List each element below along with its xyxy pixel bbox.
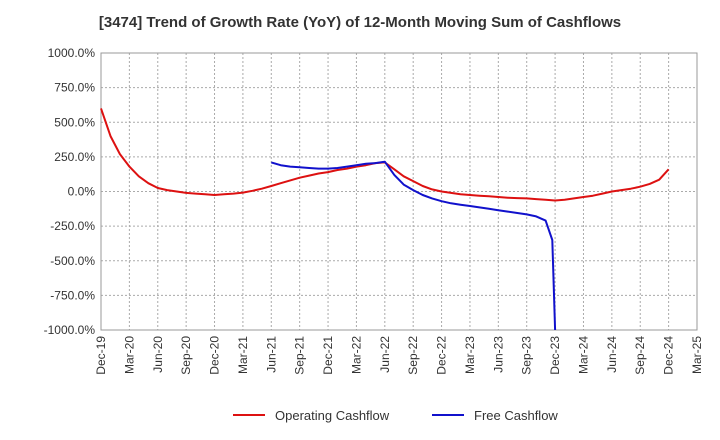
x-tick-label: Sep-21 bbox=[293, 336, 307, 375]
x-tick-label: Dec-24 bbox=[662, 336, 676, 375]
x-tick-label: Dec-23 bbox=[548, 336, 562, 375]
x-tick-label: Mar-20 bbox=[122, 336, 136, 374]
legend-label-free-cashflow: Free Cashflow bbox=[474, 408, 558, 423]
x-tick-label: Dec-20 bbox=[208, 336, 222, 375]
legend-label-operating-cashflow: Operating Cashflow bbox=[275, 408, 390, 423]
x-tick-label: Jun-23 bbox=[491, 336, 505, 373]
x-tick-label: Jun-21 bbox=[264, 336, 278, 373]
x-tick-label: Mar-23 bbox=[463, 336, 477, 374]
x-tick-label: Dec-21 bbox=[321, 336, 335, 375]
x-tick-label: Dec-19 bbox=[94, 336, 108, 375]
x-tick-label: Sep-23 bbox=[520, 336, 534, 375]
x-tick-label: Sep-22 bbox=[406, 336, 420, 375]
y-tick-label: 500.0% bbox=[54, 115, 95, 129]
x-tick-label: Mar-24 bbox=[576, 336, 590, 374]
y-tick-label: 1000.0% bbox=[48, 46, 96, 60]
y-tick-label: -750.0% bbox=[50, 288, 95, 302]
y-tick-label: -1000.0% bbox=[44, 323, 96, 337]
x-tick-label: Dec-22 bbox=[435, 336, 449, 375]
x-axis: Dec-19 Mar-20 Jun-20 Sep-20 Dec-20 Mar-21 Jun-… bbox=[94, 336, 704, 375]
x-tick-label: Mar-25 bbox=[690, 336, 704, 374]
x-tick-label: Jun-22 bbox=[378, 336, 392, 373]
x-tick-label: Sep-20 bbox=[179, 336, 193, 375]
y-tick-label: 750.0% bbox=[54, 81, 95, 95]
x-tick-label: Mar-21 bbox=[236, 336, 250, 374]
x-tick-label: Sep-24 bbox=[633, 336, 647, 375]
legend: Operating Cashflow Free Cashflow bbox=[233, 408, 558, 423]
chart-title: [3474] Trend of Growth Rate (YoY) of 12-… bbox=[98, 14, 622, 31]
x-tick-label: Jun-24 bbox=[605, 336, 619, 373]
y-axis: 1000.0% 750.0% 500.0% 250.0% 0.0% -250.0% -500… bbox=[44, 46, 96, 337]
y-tick-label: 250.0% bbox=[54, 150, 95, 164]
plot-frame bbox=[100, 52, 698, 331]
series-line-free-cashflow bbox=[271, 160, 557, 331]
x-tick-label: Mar-22 bbox=[349, 336, 363, 374]
y-tick-label: -500.0% bbox=[50, 254, 95, 268]
y-tick-label: 0.0% bbox=[68, 185, 96, 199]
series-layer bbox=[100, 108, 670, 331]
x-tick-label: Jun-20 bbox=[151, 336, 165, 373]
y-tick-label: -250.0% bbox=[50, 219, 95, 233]
